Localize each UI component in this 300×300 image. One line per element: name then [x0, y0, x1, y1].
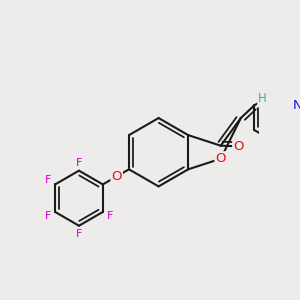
Text: F: F [45, 176, 51, 185]
Text: F: F [76, 158, 82, 168]
Text: O: O [233, 140, 244, 153]
Text: O: O [215, 152, 226, 165]
Text: F: F [45, 211, 51, 221]
Text: N: N [292, 99, 300, 112]
Text: O: O [111, 170, 122, 183]
Text: H: H [258, 92, 267, 105]
Text: F: F [106, 211, 113, 221]
Text: F: F [76, 229, 82, 239]
